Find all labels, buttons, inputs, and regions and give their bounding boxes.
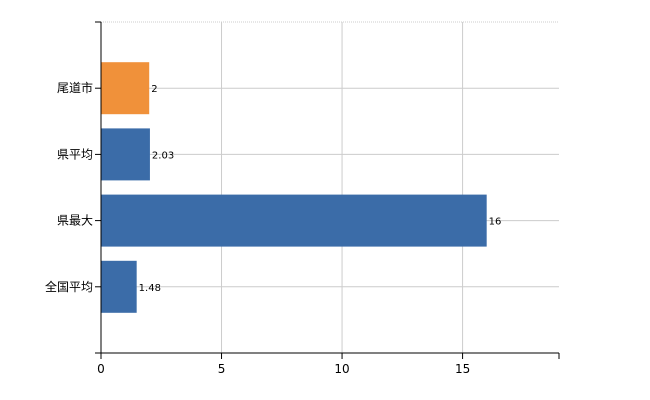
x-tick-label: 0 bbox=[97, 362, 105, 376]
category-label: 全国平均 bbox=[45, 279, 93, 294]
data-label: 1.48 bbox=[139, 283, 161, 294]
bar bbox=[101, 194, 487, 247]
category-label: 県平均 bbox=[57, 147, 93, 161]
x-tick-label: 15 bbox=[455, 362, 470, 376]
x-tick-label: 5 bbox=[218, 362, 226, 376]
bar bbox=[101, 260, 137, 313]
data-label: 2 bbox=[151, 84, 157, 95]
bar bbox=[101, 128, 150, 181]
axes bbox=[95, 21, 560, 359]
bars bbox=[101, 62, 487, 313]
grid-lines bbox=[101, 21, 559, 353]
data-label: 2.03 bbox=[152, 150, 174, 161]
bar bbox=[101, 62, 150, 115]
category-label: 尾道市 bbox=[57, 80, 93, 95]
x-tick-label: 10 bbox=[334, 362, 349, 376]
data-label: 16 bbox=[489, 217, 502, 228]
category-label: 県最大 bbox=[57, 214, 93, 228]
